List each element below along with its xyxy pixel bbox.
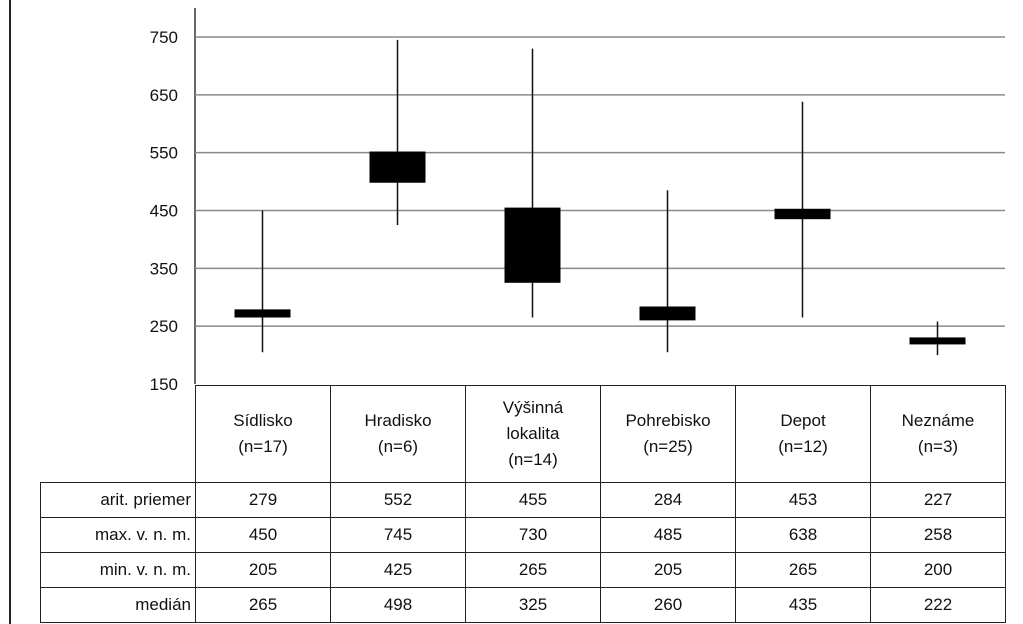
- table-row: max. v. n. m. 450 745 730 485 638 258: [40, 517, 1006, 553]
- table-cell: 222: [870, 587, 1006, 623]
- category-header: Depot (n=12): [735, 385, 871, 483]
- table-cell: 265: [735, 552, 871, 588]
- table-cell: 279: [195, 482, 331, 518]
- candle-body: [774, 208, 831, 220]
- table-cell: 730: [465, 517, 601, 553]
- table-cell: 325: [465, 587, 601, 623]
- y-tick-label: 550: [150, 144, 178, 163]
- category-header: Pohrebisko (n=25): [600, 385, 736, 483]
- table-cell: 205: [600, 552, 736, 588]
- table-row: medián 265 498 325 260 435 222: [40, 587, 1006, 623]
- category-name: Sídlisko: [233, 411, 293, 430]
- candle-body: [639, 306, 696, 321]
- category-count: (n=14): [508, 450, 558, 469]
- table-cell: 498: [330, 587, 466, 623]
- table-cell: 745: [330, 517, 466, 553]
- table-cell: 638: [735, 517, 871, 553]
- row-label: max. v. n. m.: [40, 517, 196, 553]
- table-cell: 265: [195, 587, 331, 623]
- table-cell: 260: [600, 587, 736, 623]
- left-border-line: [9, 0, 11, 624]
- category-header: Sídlisko (n=17): [195, 385, 331, 483]
- candle-body: [234, 309, 291, 318]
- category-count: (n=3): [917, 437, 959, 456]
- table-cell: 258: [870, 517, 1006, 553]
- table-header-row: Sídlisko (n=17) Hradisko (n=6) Výšinná lok…: [41, 385, 1006, 483]
- table-cell: 453: [735, 482, 871, 518]
- table-cell: 455: [465, 482, 601, 518]
- row-label: medián: [40, 587, 196, 623]
- table-cell: 435: [735, 587, 871, 623]
- table-cell: 552: [330, 482, 466, 518]
- y-tick-label: 350: [150, 259, 178, 278]
- candlestick-chart: 150 250 350 450 550 650 750: [150, 8, 1005, 394]
- y-tick-label: 250: [150, 317, 178, 336]
- y-tick-label: 650: [150, 86, 178, 105]
- category-name: Neznáme: [901, 411, 975, 430]
- category-name: Depot: [780, 411, 826, 430]
- table-corner: [41, 386, 196, 483]
- category-name: Výšinná lokalita: [502, 398, 564, 443]
- table-row: arit. priemer 279 552 455 284 453 227: [40, 482, 1006, 518]
- table-cell: 450: [195, 517, 331, 553]
- table-cell: 205: [195, 552, 331, 588]
- category-count: (n=25): [643, 437, 693, 456]
- table-cell: 265: [465, 552, 601, 588]
- category-header: Hradisko (n=6): [330, 385, 466, 483]
- candle-body: [504, 207, 561, 283]
- table-cell: 425: [330, 552, 466, 588]
- y-tick-label: 750: [150, 28, 178, 47]
- category-count: (n=12): [778, 437, 828, 456]
- candle-body: [369, 151, 426, 183]
- table-row: min. v. n. m. 205 425 265 205 265 200: [40, 552, 1006, 588]
- table-cell: 227: [870, 482, 1006, 518]
- y-tick-label: 150: [150, 375, 178, 394]
- category-header: Neznáme (n=3): [870, 385, 1006, 483]
- table-cell: 284: [600, 482, 736, 518]
- candle-body: [909, 337, 966, 345]
- category-header: Výšinná lokalita (n=14): [465, 385, 601, 483]
- table-cell: 485: [600, 517, 736, 553]
- category-count: (n=6): [377, 437, 419, 456]
- row-label: min. v. n. m.: [40, 552, 196, 588]
- category-count: (n=17): [238, 437, 288, 456]
- category-name: Pohrebisko: [625, 411, 711, 430]
- category-name: Hradisko: [364, 411, 432, 430]
- y-tick-label: 450: [150, 202, 178, 221]
- row-label: arit. priemer: [40, 482, 196, 518]
- table-cell: 200: [870, 552, 1006, 588]
- data-table: Sídlisko (n=17) Hradisko (n=6) Výšinná lok…: [40, 385, 1006, 623]
